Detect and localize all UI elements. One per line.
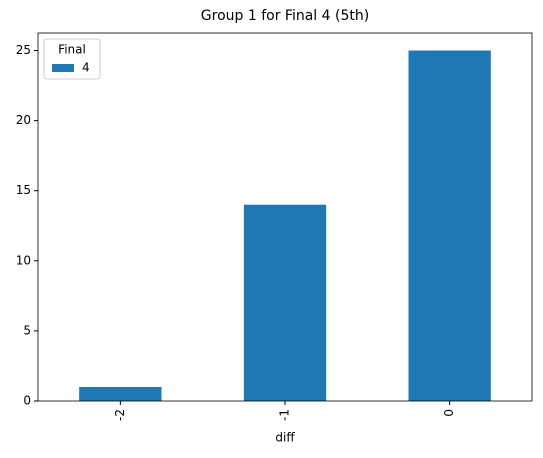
- bar: [243, 204, 327, 401]
- y-tick-label: 20: [16, 113, 31, 127]
- legend: Final 4: [43, 38, 101, 80]
- bar: [408, 50, 491, 402]
- x-axis-label: diff: [275, 431, 295, 445]
- legend-label: 4: [82, 61, 90, 75]
- x-tick-label: -1: [278, 409, 292, 421]
- legend-swatch: [52, 64, 74, 72]
- bar: [79, 386, 162, 401]
- y-tick-label: 0: [23, 394, 31, 408]
- y-tick-label: 25: [16, 43, 31, 57]
- x-tick-label: 0: [442, 409, 456, 417]
- legend-title: Final: [58, 43, 86, 57]
- chart-title: Group 1 for Final 4 (5th): [201, 8, 369, 24]
- y-tick-label: 5: [23, 323, 31, 337]
- y-tick-label: 10: [16, 253, 31, 267]
- x-tick-label: -2: [113, 409, 127, 421]
- y-tick-label: 15: [16, 183, 31, 197]
- plot-frame: [37, 32, 533, 402]
